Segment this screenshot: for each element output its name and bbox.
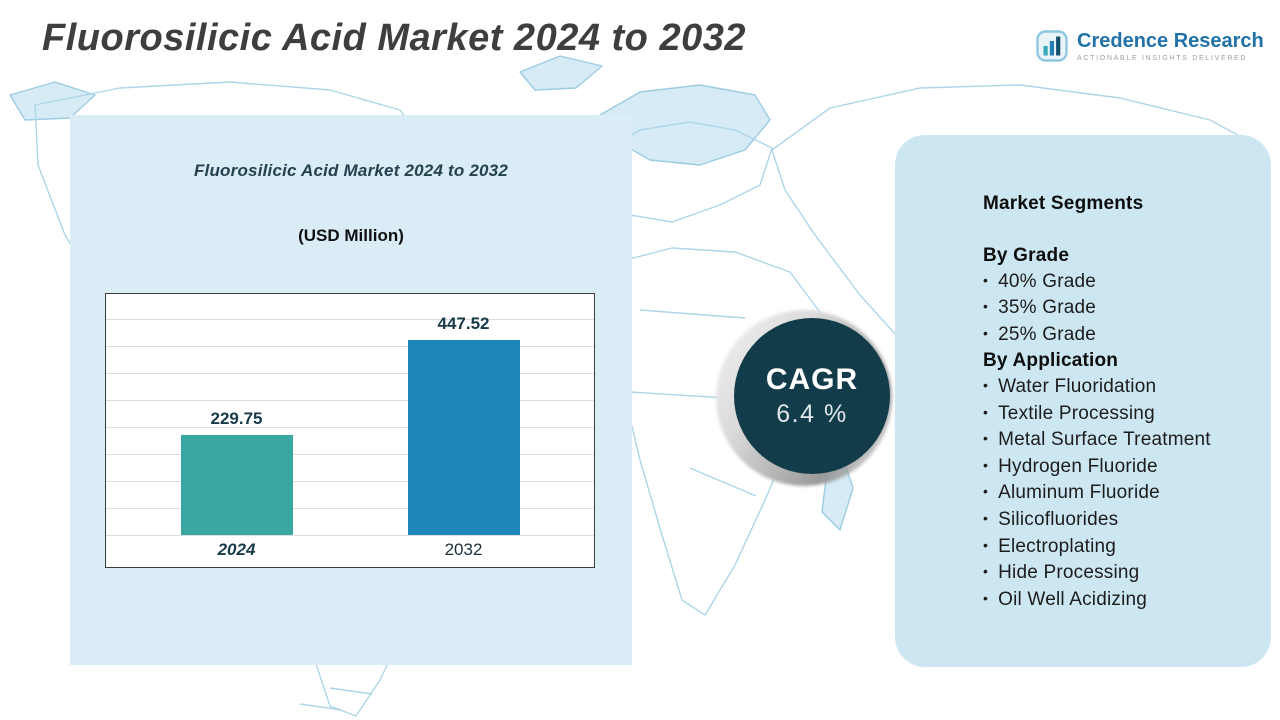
segment-item: Aluminum Fluoride bbox=[983, 480, 1255, 507]
bar bbox=[407, 340, 520, 535]
segment-item: Metal Surface Treatment bbox=[983, 427, 1255, 454]
segment-item: 35% Grade bbox=[983, 295, 1255, 322]
segment-item: Hide Processing bbox=[983, 560, 1255, 587]
bar-value-label: 229.75 bbox=[210, 409, 263, 428]
segment-group-heading: By Application bbox=[983, 350, 1119, 372]
bar-column: 229.75 2024 bbox=[180, 409, 293, 561]
bar-column: 447.52 2032 bbox=[407, 314, 520, 561]
segments-panel: Market Segments By Grade 40% Grade35% Gra… bbox=[895, 135, 1271, 667]
bar-category-label: 2024 bbox=[217, 540, 256, 559]
cagr-badge: CAGR 6.4 % bbox=[734, 318, 890, 474]
bar-chart-icon bbox=[1036, 30, 1068, 62]
segment-item: Electroplating bbox=[983, 534, 1255, 561]
brand-name: Credence Research bbox=[1077, 30, 1264, 52]
brand-logo: Credence Research ACTIONABLE INSIGHTS DE… bbox=[1036, 30, 1264, 62]
cagr-label: CAGR bbox=[765, 363, 859, 396]
segment-item: Silicofluorides bbox=[983, 507, 1255, 534]
bar-series: 229.75 2024 447.52 2032 bbox=[106, 314, 594, 561]
chart-title: Fluorosilicic Acid Market 2024 to 2032 bbox=[193, 161, 509, 180]
bar-chart: 229.75 2024 447.52 2032 bbox=[105, 293, 595, 568]
brand-text: Credence Research ACTIONABLE INSIGHTS DE… bbox=[1077, 30, 1264, 62]
chart-subtitle: (USD Million) bbox=[298, 226, 404, 245]
bar-category-label: 2032 bbox=[444, 540, 483, 559]
bar-value-label: 447.52 bbox=[437, 314, 490, 333]
segment-item: Oil Well Acidizing bbox=[983, 587, 1255, 614]
cagr-value: 6.4 % bbox=[776, 400, 848, 428]
bar bbox=[180, 435, 293, 535]
brand-tagline: ACTIONABLE INSIGHTS DELIVERED bbox=[1077, 55, 1248, 62]
segment-list: Water FluoridationTextile ProcessingMeta… bbox=[983, 374, 1255, 613]
segment-item: 25% Grade bbox=[983, 322, 1255, 349]
segments-title: Market Segments bbox=[983, 193, 1144, 214]
page-title: Fluorosilicic Acid Market 2024 to 2032 bbox=[42, 17, 746, 59]
segment-item: Hydrogen Fluoride bbox=[983, 454, 1255, 481]
segment-item: Textile Processing bbox=[983, 401, 1255, 428]
chart-panel: Fluorosilicic Acid Market 2024 to 2032 (… bbox=[70, 115, 632, 665]
segment-item: 40% Grade bbox=[983, 269, 1255, 296]
segment-item: Water Fluoridation bbox=[983, 374, 1255, 401]
segment-group-heading: By Grade bbox=[983, 245, 1070, 266]
segment-list: 40% Grade35% Grade25% Grade bbox=[983, 269, 1255, 349]
cagr-circle: CAGR 6.4 % bbox=[734, 318, 890, 474]
